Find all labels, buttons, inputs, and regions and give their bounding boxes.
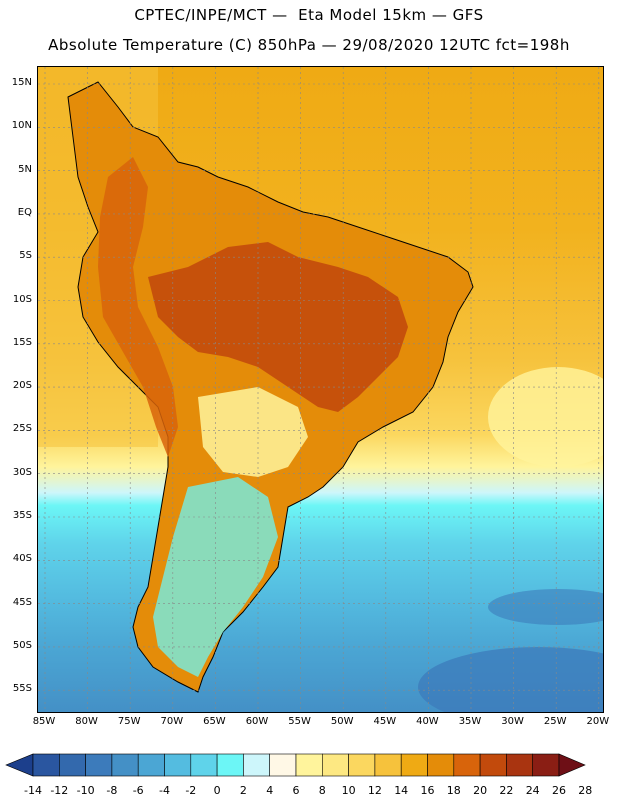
colorbar-label: -8	[106, 784, 118, 797]
lon-label: 50W	[330, 716, 354, 727]
colorbar-label: -12	[50, 784, 69, 797]
atlantic-warm-patch	[488, 367, 603, 467]
lon-label: 60W	[245, 716, 269, 727]
lon-label: 75W	[117, 716, 141, 727]
colorbar-swatch	[164, 753, 192, 777]
colorbar-swatch	[400, 753, 428, 777]
colorbar-swatch	[453, 753, 481, 777]
colorbar-swatch	[137, 753, 165, 777]
lat-label: 35S	[12, 510, 32, 521]
colorbar-swatch	[348, 753, 376, 777]
lon-label: 65W	[203, 716, 226, 727]
colorbar-label: -2	[185, 784, 197, 797]
lon-label: 80W	[75, 716, 98, 727]
lon-label: 25W	[543, 716, 567, 727]
colorbar-swatch	[32, 753, 60, 777]
colorbar-label: -14	[24, 784, 42, 797]
colorbar-swatch	[85, 753, 113, 777]
colorbar-label: 2	[239, 784, 247, 797]
colorbar-label: 18	[446, 784, 461, 797]
colorbar-label: 16	[420, 784, 435, 797]
colorbar-label: 20	[473, 784, 488, 797]
lon-label: 30W	[501, 716, 524, 727]
south-america-continent	[67, 81, 474, 693]
lat-label: 20S	[12, 380, 32, 392]
colorbar-label: -4	[159, 784, 170, 797]
title-line-1: CPTEC/INPE/MCT — Eta Model 15km — GFS	[134, 6, 484, 24]
colorbar-label: 0	[213, 784, 221, 797]
colorbar-swatch	[295, 753, 323, 777]
colorbar-label: 24	[525, 784, 540, 797]
cold-pool-south	[418, 647, 603, 712]
lat-label: 15S	[12, 336, 32, 348]
colorbar-label: 26	[552, 784, 566, 797]
title-line-2: Absolute Temperature (C) 850hPa — 29/08/…	[48, 36, 570, 54]
lat-label: 50S	[12, 639, 32, 651]
map-panel	[37, 66, 604, 713]
colorbar-label: 6	[292, 784, 300, 797]
colorbar-max-arrow	[558, 753, 586, 777]
colorbar-swatch	[427, 753, 455, 777]
lon-label: 70W	[160, 716, 184, 727]
lon-label: 55W	[288, 716, 311, 727]
colorbar-swatch	[269, 753, 297, 777]
colorbar-swatch	[321, 753, 349, 777]
colorbar-label: 8	[318, 784, 326, 797]
lat-label: 40S	[12, 553, 32, 565]
colorbar-label: 12	[367, 784, 382, 797]
lat-label: 30S	[12, 466, 32, 478]
temperature-map	[38, 67, 603, 712]
lat-label: 5S	[19, 250, 32, 262]
colorbar-swatch	[243, 753, 270, 777]
lon-label: 40W	[416, 716, 439, 727]
lat-label: 10N	[11, 120, 32, 132]
colorbar-swatch	[58, 753, 86, 777]
colorbar-label: 22	[499, 784, 514, 797]
lon-label: 45W	[373, 716, 397, 727]
hot-interior	[148, 242, 408, 412]
lon-label: 35W	[458, 716, 482, 727]
colorbar-label: 14	[394, 784, 409, 797]
colorbar-label: -10	[76, 784, 95, 797]
lat-label: EQ	[17, 206, 32, 218]
colorbar-label: 28	[578, 784, 593, 797]
colorbar-swatch	[479, 753, 507, 777]
lat-label: 10S	[12, 293, 32, 305]
pampas-pale	[198, 387, 308, 477]
lat-label: 45S	[12, 596, 32, 608]
colorbar-label: 10	[341, 784, 356, 797]
colorbar-swatch	[506, 753, 533, 777]
colorbar-swatch	[532, 753, 560, 777]
colorbar-swatch	[374, 753, 402, 777]
andes-warm-strip	[98, 157, 178, 457]
lon-label: 85W	[32, 716, 56, 727]
colorbar-label: -6	[132, 784, 144, 797]
lat-label: 25S	[12, 423, 32, 435]
lat-label: 15N	[11, 77, 32, 88]
cold-pool-southeast	[488, 589, 603, 625]
colorbar-min-arrow	[5, 753, 34, 777]
colorbar-swatch	[111, 753, 139, 777]
colorbar	[5, 753, 586, 777]
lat-label: 55S	[12, 683, 32, 695]
colorbar-swatch	[216, 753, 244, 777]
lat-label: 5N	[18, 163, 32, 175]
graticule	[38, 67, 603, 712]
colorbar-swatch	[190, 753, 218, 777]
lon-label: 20W	[586, 716, 610, 727]
colorbar-label: 4	[266, 784, 274, 797]
